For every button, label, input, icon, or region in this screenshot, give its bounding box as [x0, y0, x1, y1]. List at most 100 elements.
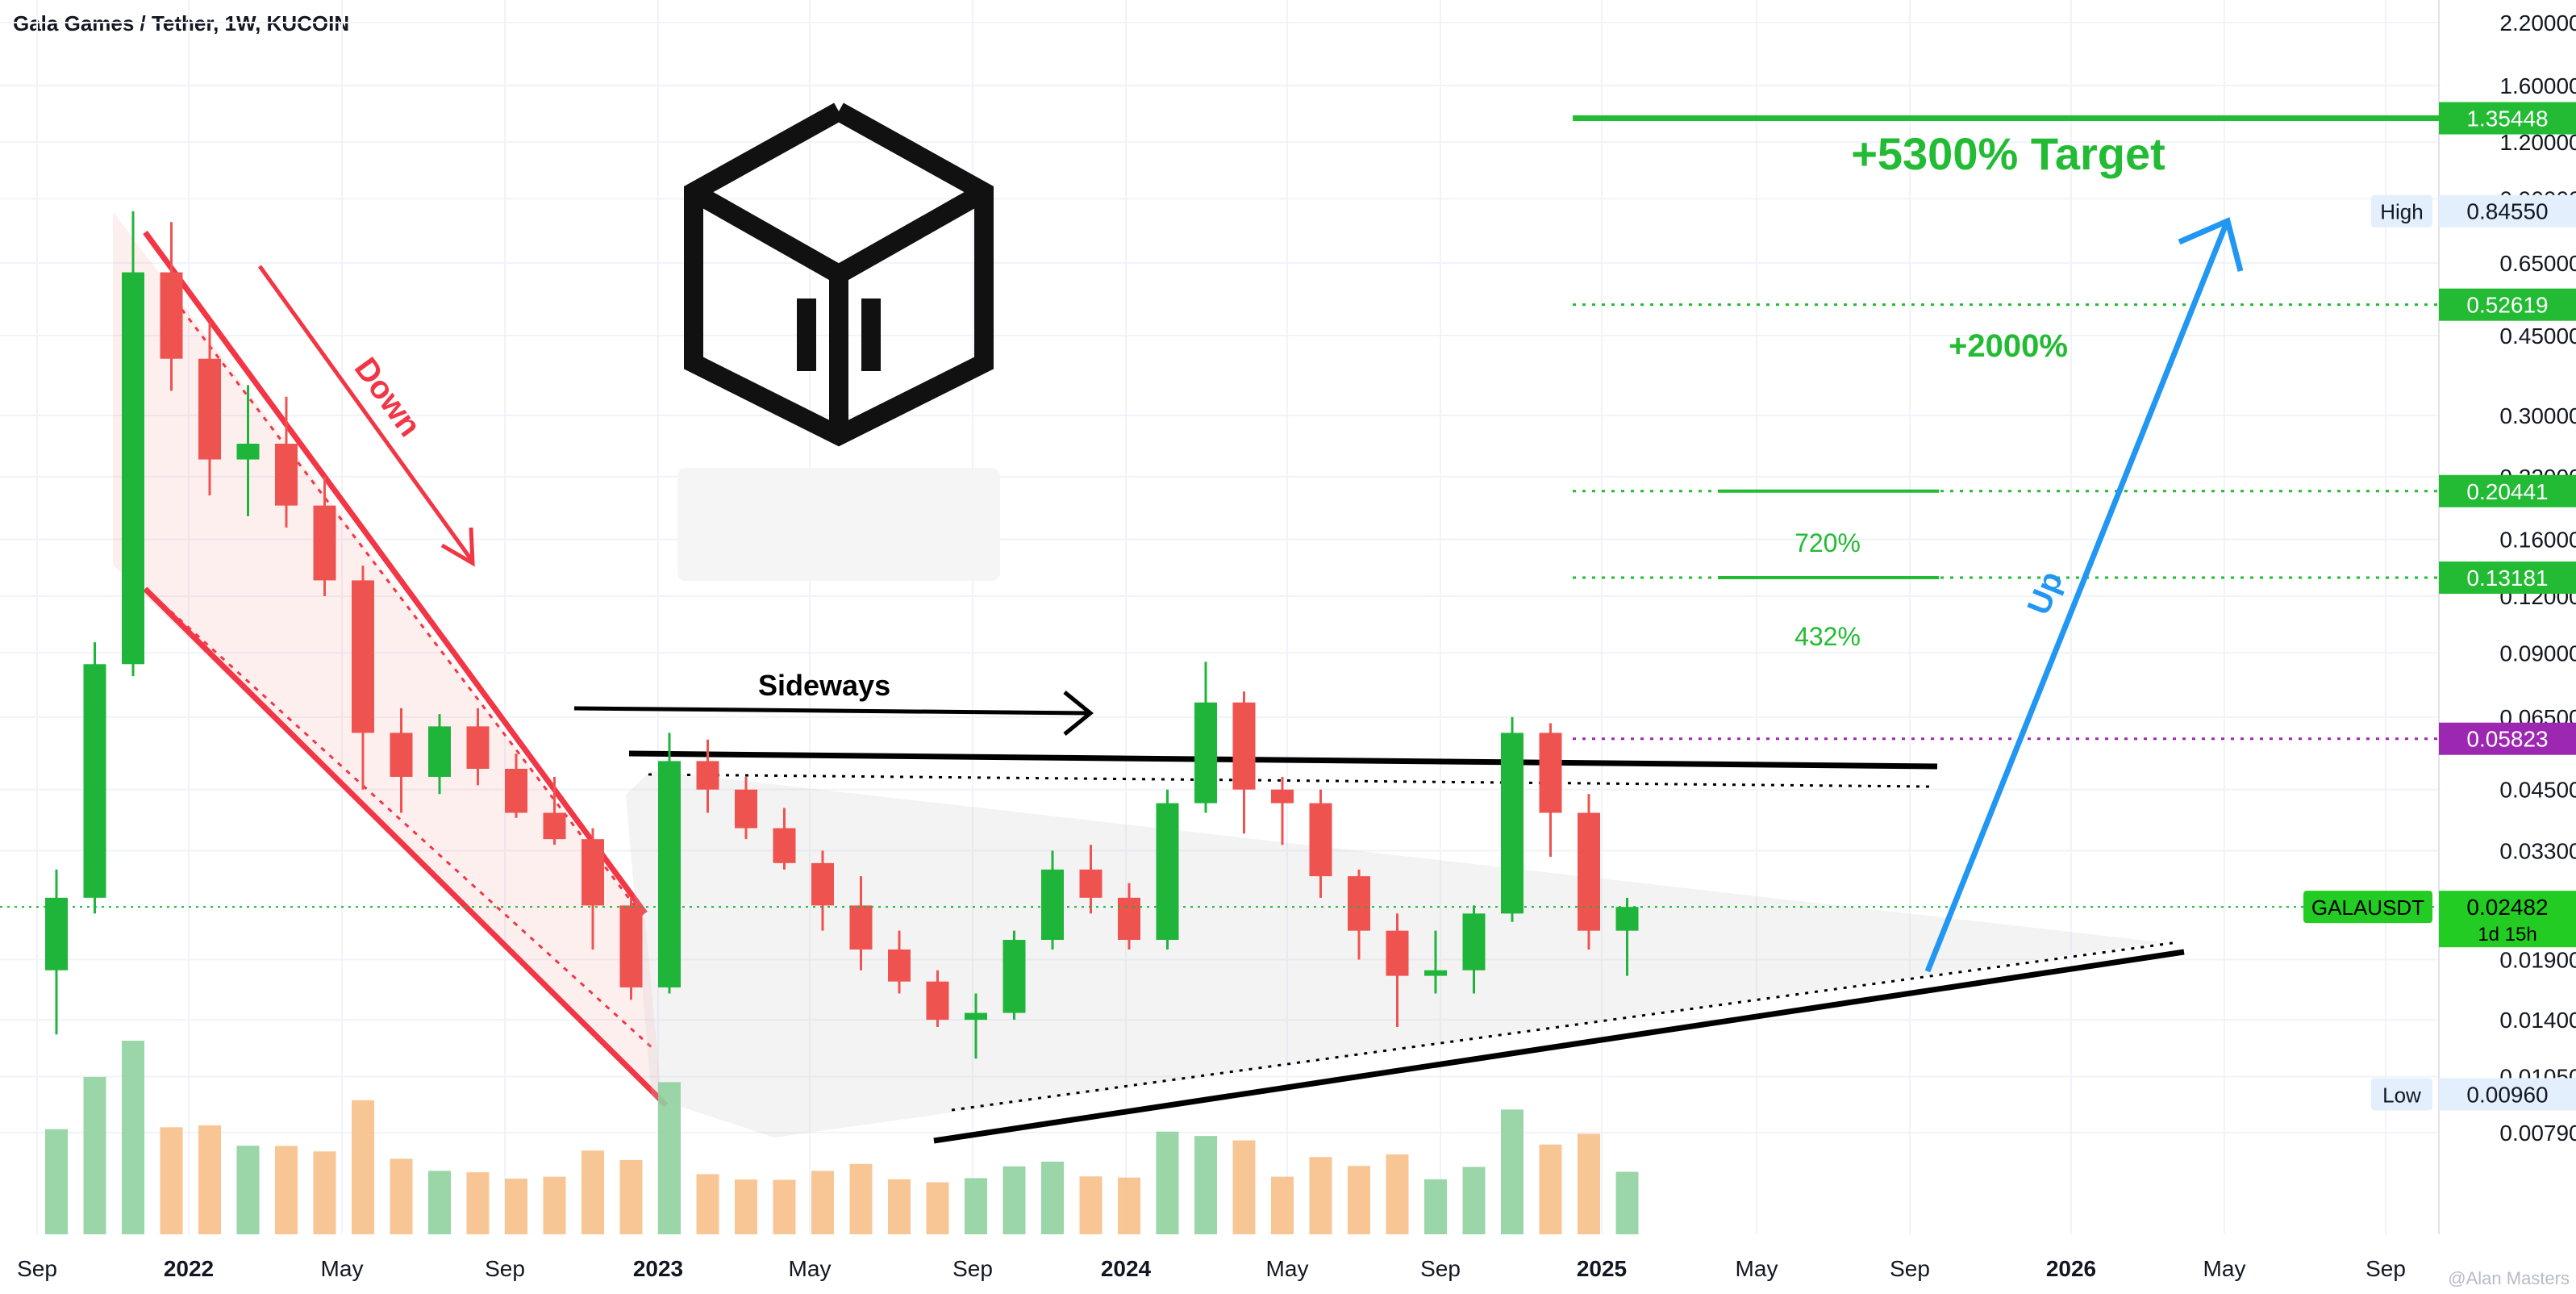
triangle-bottom-dotted	[951, 941, 2178, 1112]
y-tick-label: 0.09000	[2499, 641, 2576, 666]
candle-body	[466, 726, 490, 769]
volume-bar	[619, 1159, 643, 1234]
price-label-box	[2439, 474, 2576, 507]
x-tick-label: Sep	[485, 1256, 525, 1281]
volume-bar	[505, 1178, 527, 1234]
x-tick-label: 2023	[633, 1256, 683, 1281]
up-arrowhead	[2178, 217, 2244, 272]
candle-body	[1156, 803, 1179, 941]
candle-body	[926, 981, 949, 1021]
candle-body	[236, 443, 260, 460]
candle-body	[1118, 897, 1140, 941]
x-tick-label: Sep	[17, 1256, 57, 1281]
price-label-box	[2439, 561, 2576, 595]
candle-body	[658, 761, 681, 987]
volume-bar	[1156, 1131, 1179, 1234]
y-tick-label: 0.00790	[2499, 1121, 2576, 1146]
candle-body	[1079, 869, 1103, 898]
candle-body	[1041, 869, 1064, 941]
volume-bar	[1079, 1176, 1103, 1234]
y-tick-label: 0.01900	[2499, 947, 2576, 972]
down-arrowhead	[440, 527, 475, 567]
x-tick-label: May	[789, 1256, 832, 1281]
volume-bar	[543, 1176, 566, 1234]
channel-mid-line	[135, 579, 655, 1050]
y-tick-label: 2.20000	[2499, 10, 2576, 35]
candle-body	[735, 789, 757, 829]
volume-bar	[275, 1146, 298, 1234]
candle-body	[83, 664, 106, 898]
price-label-tag	[2371, 194, 2432, 227]
logo-stroke	[834, 183, 989, 283]
candle-body	[1578, 812, 1600, 931]
volume-bar	[1501, 1109, 1524, 1234]
up-label: Up	[2021, 566, 2070, 620]
volume-bar	[1041, 1161, 1064, 1234]
volume-bar	[658, 1082, 681, 1234]
y-tick-label: 0.03300	[2499, 839, 2576, 864]
price-label-name: Low	[2382, 1083, 2421, 1107]
price-label-box	[2439, 891, 2576, 948]
down-arrow	[257, 265, 475, 563]
volume-bar	[1424, 1179, 1447, 1234]
volume-bar	[1002, 1166, 1026, 1234]
candle-body	[811, 862, 834, 906]
candle-body	[888, 949, 911, 982]
price-label-value: 0.05823	[2466, 727, 2548, 752]
up-arrow	[1924, 223, 2229, 973]
candle-body	[1386, 930, 1409, 976]
volume-bar	[45, 1129, 68, 1234]
candle-body	[428, 726, 451, 777]
volume-bar	[696, 1174, 719, 1234]
price-label-value: 0.52619	[2466, 293, 2548, 318]
price-label-value: 0.02482	[2466, 895, 2548, 920]
triangle-bottom-line	[933, 949, 2185, 1144]
triangle-top-line	[628, 750, 1938, 770]
candle-body	[1539, 733, 1562, 813]
candle-body	[1271, 789, 1294, 804]
y-tick-label: 1.60000	[2499, 73, 2576, 98]
volume-bar	[1578, 1133, 1600, 1234]
x-tick-label: Sep	[1420, 1256, 1461, 1281]
candle-body	[1501, 733, 1524, 914]
channel-upper-line	[143, 230, 648, 916]
volume-bar	[1232, 1140, 1256, 1234]
candle-body	[1615, 907, 1639, 931]
volume-bar	[773, 1179, 796, 1234]
price-label-value: 1.35448	[2466, 106, 2548, 131]
volume-bar	[849, 1163, 873, 1234]
volume-bar	[198, 1125, 221, 1234]
volume-bar	[965, 1178, 987, 1234]
target-2000-label: +2000%	[1949, 328, 2068, 364]
candle-body	[505, 768, 527, 813]
price-label-box	[2439, 722, 2576, 755]
down-label: Down	[348, 351, 428, 443]
y-tick-label: 0.04500	[2499, 778, 2576, 803]
down-channel-fill	[113, 211, 661, 1097]
gala-logo	[684, 102, 994, 447]
price-label-tag	[2303, 891, 2432, 924]
y-tick-label: 0.30000	[2499, 403, 2576, 428]
price-label-box	[2439, 1078, 2576, 1111]
candle-body	[773, 828, 796, 863]
volume-bar	[1539, 1144, 1562, 1234]
candle-body	[122, 272, 144, 665]
candle-body	[1002, 940, 1026, 1013]
triangle-top-dotted	[648, 773, 1930, 788]
volume-bar	[1271, 1176, 1294, 1234]
price-label-value: 0.20441	[2466, 479, 2548, 504]
volume-bar	[390, 1158, 413, 1234]
logo-wordmark-placeholder	[677, 468, 1000, 581]
candle-body	[45, 897, 68, 970]
y-tick-label: 0.45000	[2499, 324, 2576, 349]
candle-body	[965, 1012, 987, 1021]
volume-bar	[811, 1171, 834, 1234]
volume-bar	[1348, 1166, 1370, 1234]
logo-stroke	[689, 183, 844, 283]
candle-body	[1348, 876, 1370, 931]
candle-body	[543, 812, 566, 840]
x-tick-label: 2024	[1101, 1256, 1152, 1281]
price-label-value: 0.84550	[2466, 199, 2548, 224]
